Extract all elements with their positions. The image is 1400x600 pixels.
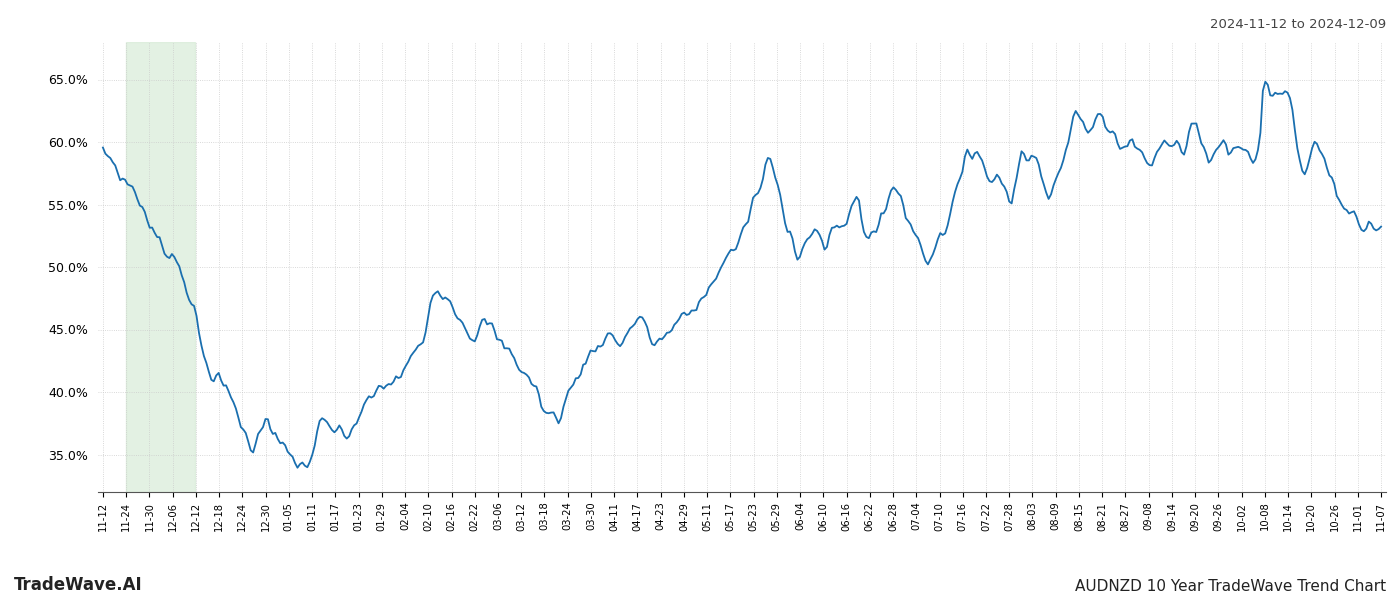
Bar (126, 42, 195, 492)
Text: 2024-11-12 to 2024-12-09: 2024-11-12 to 2024-12-09 (1210, 18, 1386, 31)
Text: AUDNZD 10 Year TradeWave Trend Chart: AUDNZD 10 Year TradeWave Trend Chart (1075, 579, 1386, 594)
Text: TradeWave.AI: TradeWave.AI (14, 576, 143, 594)
